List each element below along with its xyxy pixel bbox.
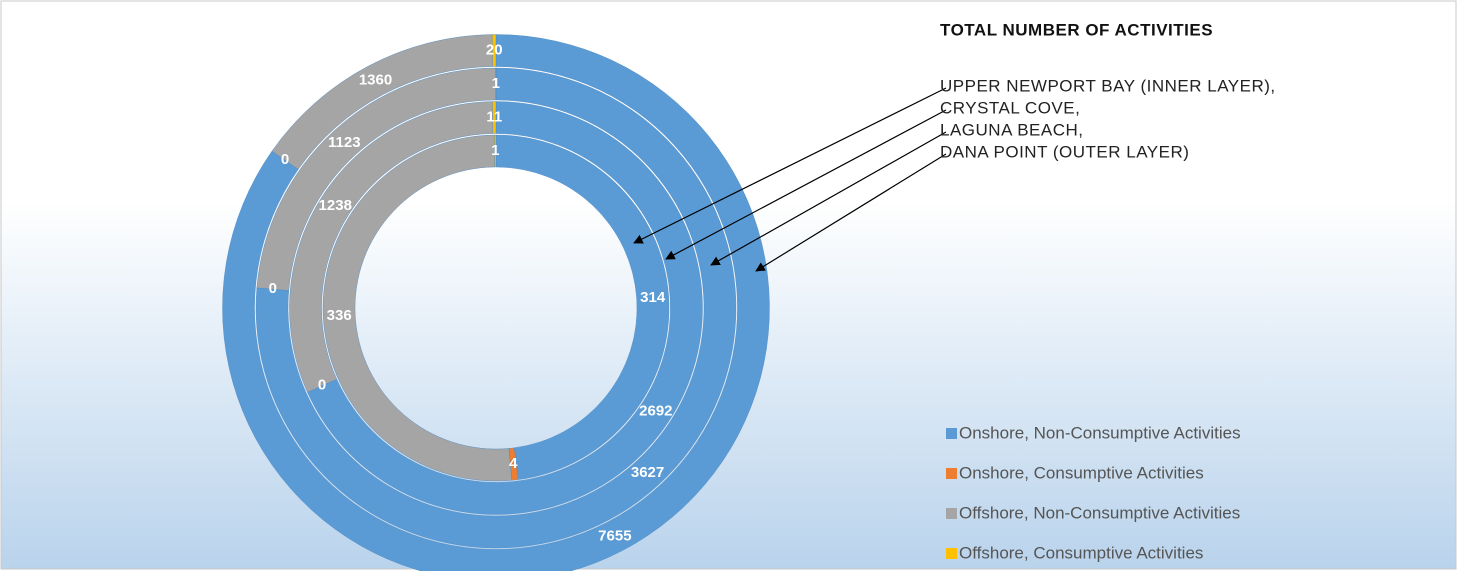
donut-segment [494,134,497,168]
legend-swatch [946,468,957,479]
arrow [633,87,947,244]
donut-segment [492,101,497,134]
donut-segment [322,134,512,482]
legend-swatch [946,428,957,439]
data-label: 3627 [631,464,664,481]
rings [222,34,770,571]
data-label: 0 [318,377,326,394]
donut-segment [491,34,497,67]
legend-label: Onshore, Consumptive Activities [959,463,1204,482]
donut-segment [307,101,703,515]
donut-segment [495,134,670,480]
data-labels: 314 4 336 1 2692 0 1238 11 3627 0 1123 1 7655 0 1360 20 [269,41,673,544]
data-label: 2692 [639,403,672,420]
ring-name: LAGUNA BEACH, [940,120,1084,139]
arrows [633,87,947,272]
data-label: 20 [486,41,503,58]
ring-name: DANA POINT (OUTER LAYER) [940,142,1189,161]
data-label: 11 [486,108,502,125]
data-label: 1123 [328,134,361,151]
donut-segment [289,101,494,393]
ring-name: CRYSTAL COVE, [940,98,1080,117]
data-label: 1 [491,142,499,159]
donut-segment [255,67,737,549]
data-label: 1238 [319,197,352,214]
data-label: 7655 [598,527,631,544]
legend-label: Offshore, Non-Consumptive Activities [959,503,1240,522]
donut-segment [222,34,770,571]
chart-title: TOTAL NUMBER OF ACTIVITIES [940,20,1213,39]
ring-names: UPPER NEWPORT BAY (INNER LAYER), CRYSTAL … [940,76,1276,161]
legend-label: Onshore, Non-Consumptive Activities [959,423,1241,442]
data-label: 0 [269,280,277,297]
data-label: 1 [492,75,500,92]
data-label: 1360 [359,71,392,88]
arrow [710,131,947,266]
arrow [755,153,947,272]
data-label: 4 [509,455,518,472]
data-label: 0 [281,151,289,168]
ring-name: UPPER NEWPORT BAY (INNER LAYER), [940,76,1276,95]
data-label: 336 [327,307,352,324]
arrow [665,109,947,260]
legend-label: Offshore, Consumptive Activities [959,543,1203,562]
legend-swatch [946,508,957,519]
legend: Onshore, Non-Consumptive Activities Onsho… [946,423,1241,562]
legend-swatch [946,548,957,559]
data-label: 314 [640,289,666,306]
